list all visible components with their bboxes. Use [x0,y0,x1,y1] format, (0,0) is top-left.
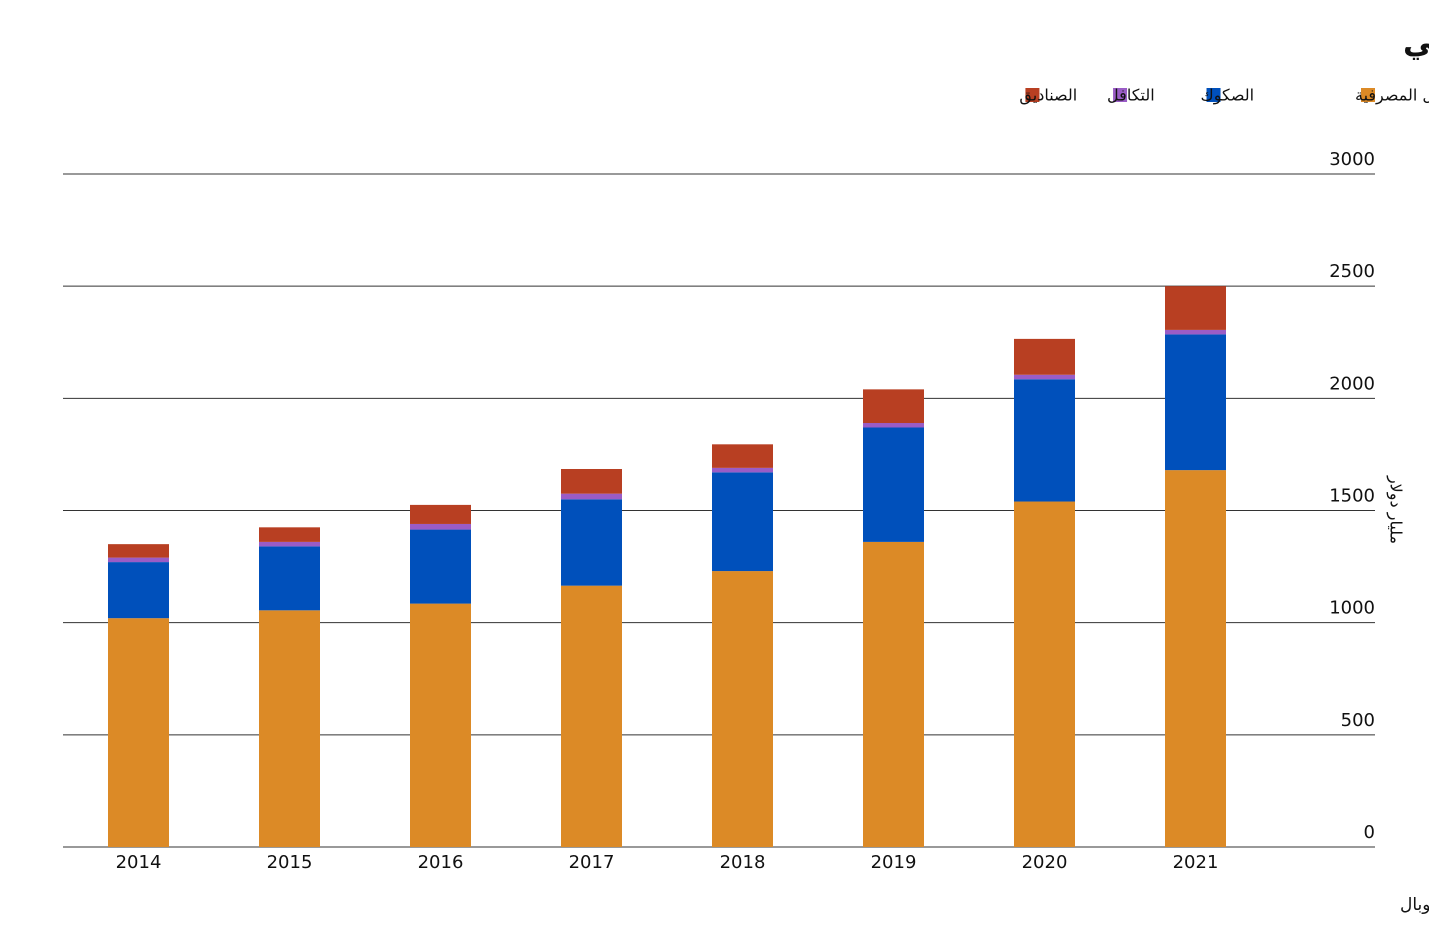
legend-label: الصناديق [1019,86,1077,106]
bar-segment [1014,374,1075,380]
legend-swatch [1361,88,1375,102]
legend-label: التكافل [1107,86,1155,105]
legend-swatch [1025,88,1040,102]
legend-swatch [1206,88,1221,102]
bar-segment [863,541,924,847]
legend-swatch [1113,88,1128,102]
bar-segment [1165,329,1226,335]
bar-segment [863,389,924,424]
x-tick-label: 2017 [569,852,615,873]
y-tick-label: 0 [1364,822,1375,843]
bar-segment [259,527,320,542]
y-axis-label: مليار دولار [1386,475,1406,544]
bar-segment [259,541,320,547]
bar-segment [108,557,169,563]
bar-segment [108,544,169,558]
bar-segment [561,468,622,494]
bar-segment [108,618,169,847]
bar-segment [1014,501,1075,847]
y-tick-label: 1500 [1329,486,1375,507]
x-tick-label: 2021 [1173,852,1219,873]
bar-segment [410,504,471,524]
y-tick-label: 2500 [1329,261,1375,282]
bar-segment [410,603,471,847]
x-tick-label: 2020 [1022,852,1068,873]
bar-segment [712,571,773,847]
bar-segment [1165,286,1226,330]
bar-segment [712,444,773,468]
y-tick-label: 500 [1341,710,1375,731]
source-note: المصدر: البنوك المركزية، المجلس العام لل… [1400,893,1429,915]
y-tick-label: 2000 [1329,373,1375,394]
bar-segment [863,427,924,542]
x-tick-label: 2014 [116,852,162,873]
bar-segment [410,529,471,604]
bar-segment [1165,334,1226,471]
bar-segment [259,610,320,847]
bar-segment [410,523,471,530]
bar-segment [1014,379,1075,502]
bar-segment [1165,470,1226,847]
bar-segment [712,472,773,572]
bar-segment [561,499,622,586]
x-tick-label: 2016 [418,852,464,873]
bar-segment [108,562,169,619]
x-tick-label: 2018 [720,852,766,873]
bar-segment [712,467,773,473]
x-tick-label: 2019 [871,852,917,873]
bar-segment [561,585,622,847]
legend-label: الأصول المصرفية [1355,85,1429,106]
bar-segment [259,546,320,611]
legend-label: الصكوك [1201,86,1254,106]
y-tick-label: 1000 [1329,598,1375,619]
x-tick-label: 2015 [267,852,313,873]
bar-segment [1014,338,1075,375]
y-tick-label: 3000 [1329,149,1375,170]
bar-segment [863,423,924,428]
chart-title: القيمة السوقية لقطاع التمويل الإسلامي وص… [1403,22,1429,61]
bar-segment [561,493,622,500]
